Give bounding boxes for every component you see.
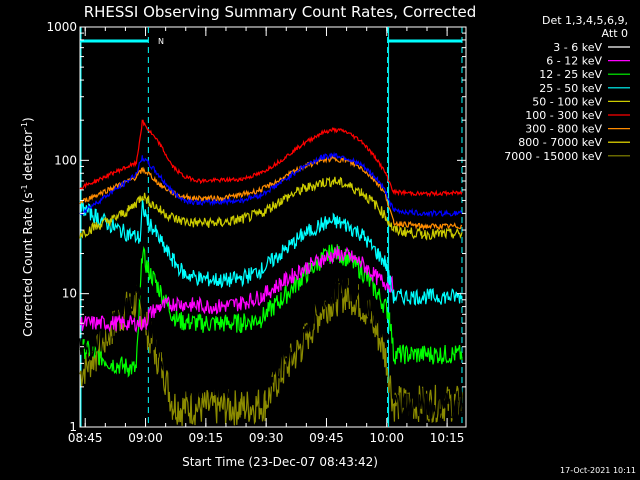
x-axis: 08:45 09:00 09:15 09:30 09:45 10:00 10:15 — [68, 27, 464, 445]
y-tick-label: 100 — [54, 153, 77, 167]
x-tick-label: 09:45 — [309, 431, 344, 445]
x-tick-label: 08:45 — [68, 431, 103, 445]
legend-header-line2: Att 0 — [602, 27, 628, 40]
orbit-vlines — [80, 27, 463, 427]
series-line — [79, 154, 463, 231]
series-line — [79, 278, 463, 426]
series-layer — [79, 119, 463, 426]
legend-header-line1: Det 1,3,4,5,6,9, — [542, 14, 628, 27]
chart-title: RHESSI Observing Summary Count Rates, Co… — [84, 3, 477, 21]
x-tick-label: 10:00 — [369, 431, 404, 445]
legend-label: 25 - 50 keV — [539, 82, 602, 95]
legend-label: 12 - 25 keV — [539, 68, 602, 81]
series-line — [79, 244, 463, 378]
series-line — [79, 268, 463, 421]
series-line — [79, 151, 463, 218]
timestamp: 17-Oct-2021 10:11 — [560, 466, 636, 475]
legend-label: 7000 - 15000 keV — [504, 150, 602, 163]
legend-label: 100 - 300 keV — [525, 109, 602, 122]
x-tick-label: 09:00 — [128, 431, 163, 445]
series-line — [79, 176, 463, 241]
plot-frame — [79, 26, 467, 428]
legend-label: 800 - 7000 keV — [518, 136, 602, 149]
legend-label: 6 - 12 keV — [546, 55, 602, 68]
series-line — [79, 245, 395, 333]
series-line — [79, 119, 463, 198]
x-tick-label: 09:15 — [189, 431, 224, 445]
legend-label: 300 - 800 keV — [525, 123, 602, 136]
x-tick-label: 09:30 — [249, 431, 284, 445]
legend-label: 50 - 100 keV — [532, 95, 602, 108]
y-tick-label: 1 — [69, 420, 77, 434]
x-axis-label: Start Time (23-Dec-07 08:43:42) — [182, 455, 378, 469]
x-tick-label: 10:15 — [430, 431, 465, 445]
y-tick-label: 10 — [62, 287, 77, 301]
legend-label: 3 - 6 keV — [553, 41, 602, 54]
y-axis-label: Corrected Count Rate (s-1 detector-1) — [20, 117, 35, 336]
night-label: N — [158, 37, 164, 46]
y-axis: 1 10 100 1000 — [46, 20, 466, 434]
y-tick-label: 1000 — [46, 20, 77, 34]
